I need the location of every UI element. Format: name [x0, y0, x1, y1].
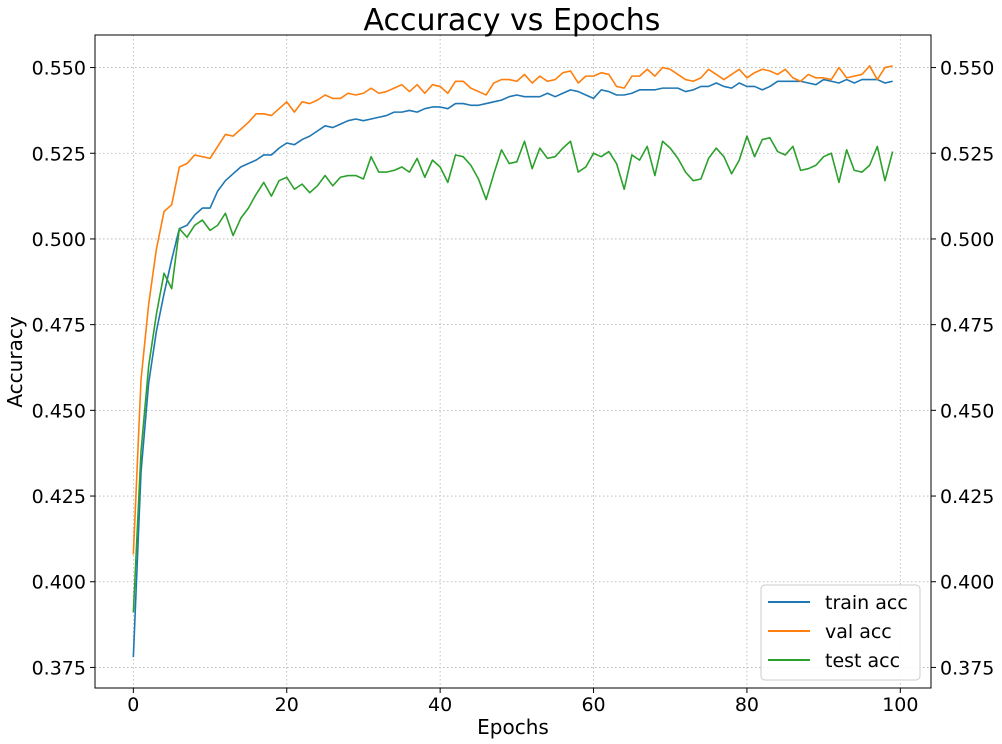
x-tick-label: 60 [581, 694, 605, 716]
y-tick-label-left: 0.525 [32, 143, 86, 165]
y-tick-label-right: 0.400 [940, 572, 994, 594]
y-tick-label-left: 0.500 [32, 229, 86, 251]
y-tick-label-right: 0.500 [940, 229, 994, 251]
x-axis-title: Epochs [477, 715, 549, 739]
x-tick-label: 40 [428, 694, 452, 716]
x-tick-label: 0 [127, 694, 139, 716]
x-tick-label: 100 [882, 694, 918, 716]
y-tick-label-right: 0.450 [940, 400, 994, 422]
y-tick-label-left: 0.425 [32, 486, 86, 508]
chart-title: Accuracy vs Epochs [364, 3, 661, 38]
legend: train acc val acc test acc [760, 584, 921, 681]
y-tick-label-right: 0.550 [940, 58, 994, 80]
series-line-train-acc [132, 78, 893, 658]
legend-label: train acc [825, 592, 908, 614]
x-tick-label: 80 [735, 694, 759, 716]
y-tick-label-right: 0.525 [940, 143, 994, 165]
y-tick-label-right: 0.375 [940, 657, 994, 679]
y-axis-title: Accuracy [3, 316, 27, 407]
x-tick-label: 20 [275, 694, 299, 716]
legend-label: test acc [825, 650, 900, 672]
y-tick-label-right: 0.425 [940, 486, 994, 508]
legend-label: val acc [825, 621, 892, 643]
y-tick-label-left: 0.475 [32, 315, 86, 337]
y-tick-label-left: 0.550 [32, 58, 86, 80]
series-line-val-acc [132, 65, 893, 555]
y-tick-label-left: 0.400 [32, 572, 86, 594]
legend-box [760, 584, 921, 681]
series-lines [132, 65, 894, 658]
series-line-test-acc [132, 135, 894, 613]
y-tick-label-right: 0.475 [940, 315, 994, 337]
axes: 0 20 40 60 80 100 0.375 0.375 0.400 0.400 0.425 0.4… [32, 58, 995, 716]
y-tick-label-left: 0.450 [32, 400, 86, 422]
y-tick-label-left: 0.375 [32, 657, 86, 679]
plot-frame [94, 34, 932, 689]
